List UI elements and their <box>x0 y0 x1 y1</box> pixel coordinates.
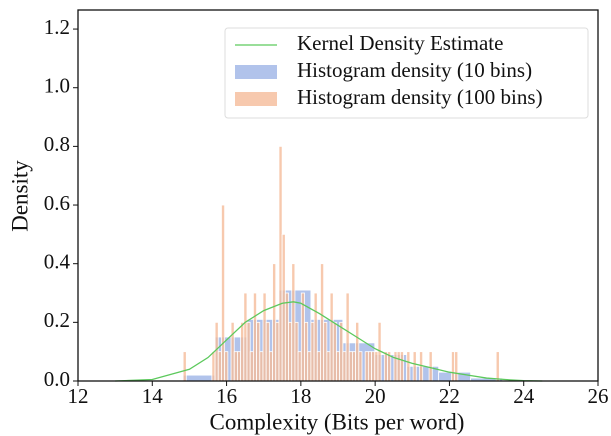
histogram-bar <box>297 351 302 382</box>
x-tick-label: 18 <box>290 384 311 408</box>
histogram-bar <box>336 351 341 382</box>
histogram-bar <box>252 292 257 382</box>
legend-label: Histogram density (10 bins) <box>297 58 532 82</box>
histogram-bar <box>256 321 261 382</box>
histogram-bar <box>214 321 219 382</box>
y-tick-label: 0.6 <box>44 191 70 215</box>
histogram-bar <box>323 321 328 382</box>
histogram-bar <box>364 351 369 382</box>
y-tick-label: 0.8 <box>44 132 70 156</box>
y-axis-label: Density <box>7 160 32 232</box>
legend-box <box>224 27 589 119</box>
histogram-bar <box>393 351 398 382</box>
histogram-bar <box>358 351 363 382</box>
histogram-bar <box>294 321 299 382</box>
histogram-bar <box>342 351 347 382</box>
histogram-bar <box>406 351 411 382</box>
histogram-bar <box>329 292 334 382</box>
histogram-bar <box>262 292 267 382</box>
x-tick-label: 22 <box>439 384 460 408</box>
histogram-bar <box>265 321 270 382</box>
histogram-bar <box>451 351 456 382</box>
histogram-bar <box>412 351 417 382</box>
histogram-bar <box>367 351 372 382</box>
histogram-bar <box>374 351 379 382</box>
x-tick-label: 20 <box>365 384 386 408</box>
histogram-bar <box>345 292 350 382</box>
histogram-bar <box>396 351 401 382</box>
histogram-bar <box>383 351 388 382</box>
histogram-bar <box>332 321 337 382</box>
kde-line <box>115 301 543 382</box>
histogram-bar <box>243 292 248 382</box>
histogram-bar <box>291 263 296 382</box>
histogram-bar <box>272 263 277 382</box>
histogram-bar <box>278 145 283 382</box>
histogram-bar <box>182 351 187 382</box>
histogram-bar <box>211 351 216 382</box>
histogram-bar <box>304 321 309 382</box>
histogram-bar <box>221 204 226 382</box>
histogram-bar <box>428 351 433 382</box>
histogram-bar <box>275 321 280 382</box>
histogram-bar <box>249 351 254 382</box>
legend-swatch <box>235 65 277 79</box>
histogram-bar <box>495 351 500 382</box>
histogram-bar <box>348 351 353 382</box>
histogram-bar <box>230 321 235 382</box>
y-tick-label: 0.4 <box>44 250 71 274</box>
x-tick-label: 24 <box>513 384 535 408</box>
histogram-bar <box>246 321 251 382</box>
histogram-bar <box>300 292 305 382</box>
histogram-bar <box>307 351 312 382</box>
x-tick-label: 14 <box>142 384 164 408</box>
histogram-bar <box>320 263 325 382</box>
y-tick-label: 0.0 <box>44 367 70 391</box>
histogram-bar <box>352 351 357 382</box>
histogram-bar <box>313 292 318 382</box>
histogram-bar <box>339 321 344 382</box>
x-tick-label: 16 <box>216 384 237 408</box>
x-axis-label: Complexity (Bits per word) <box>210 409 465 434</box>
histogram-bar <box>240 321 245 382</box>
histogram-bar <box>371 351 376 382</box>
y-tick-label: 0.2 <box>44 308 70 332</box>
histogram-bar <box>310 321 315 382</box>
histogram-bar <box>217 351 222 382</box>
histogram-bar <box>288 321 293 382</box>
legend-label: Histogram density (100 bins) <box>297 85 543 109</box>
histogram-bar <box>326 351 331 382</box>
histogram-bar <box>268 351 273 382</box>
histogram-bar <box>284 292 289 382</box>
x-tick-label: 26 <box>588 384 609 408</box>
histogram-bar <box>281 233 286 382</box>
histogram-bar <box>355 321 360 382</box>
y-tick-label: 1.0 <box>44 74 70 98</box>
histogram-bar <box>454 351 459 382</box>
histogram-bar <box>399 351 404 382</box>
y-tick-label: 1.2 <box>44 15 70 39</box>
histogram-bar <box>224 351 229 382</box>
x-tick-label: 12 <box>68 384 89 408</box>
histogram-bar <box>182 374 216 382</box>
legend-swatch <box>235 92 277 106</box>
plot-frame <box>77 9 599 382</box>
histogram-bar <box>259 351 264 382</box>
histogram-bar <box>316 351 321 382</box>
histogram-bar <box>237 351 242 382</box>
histogram-bar <box>233 351 238 382</box>
legend-label: Kernel Density Estimate <box>297 31 503 55</box>
